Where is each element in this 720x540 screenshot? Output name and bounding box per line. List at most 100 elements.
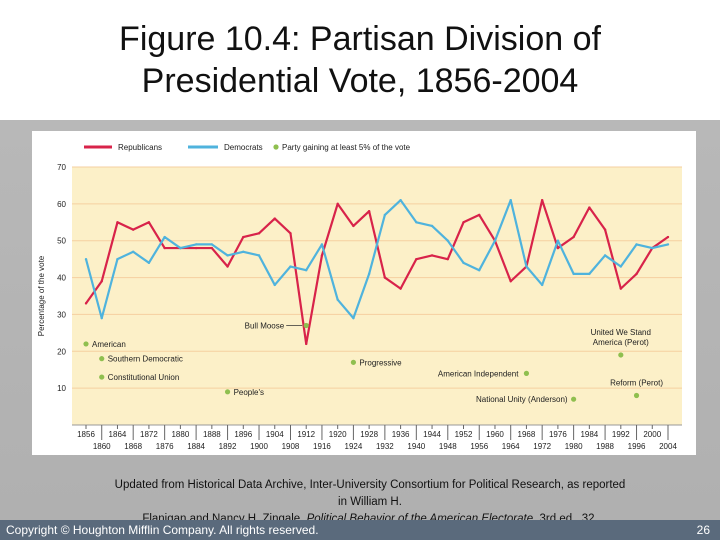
series-point-democrats: [383, 213, 387, 217]
x-tick-label-top: 1888: [203, 430, 221, 439]
x-tick-label-top: 1952: [455, 430, 473, 439]
series-point-democrats: [116, 257, 119, 261]
third-party-point: [99, 356, 105, 362]
x-tick-label-bottom: 1876: [156, 442, 174, 451]
series-point-democrats: [179, 246, 182, 250]
partisan-vote-chart: 10 20 30 40 50 60 70 Percentage of the vote 1856…: [37, 143, 682, 451]
x-tick-label-bottom: 1996: [628, 442, 646, 451]
x-tick-label-bottom: 1940: [407, 442, 425, 451]
x-tick-label-top: 1968: [518, 430, 536, 439]
third-party-point: [571, 396, 577, 402]
legend-swatch-third-party: [273, 144, 279, 150]
series-point-democrats: [399, 198, 402, 202]
y-tick-label: 10: [57, 384, 66, 393]
y-tick-label: 20: [57, 347, 66, 356]
x-axis-band: [72, 425, 682, 451]
third-party-label: American: [92, 340, 126, 349]
title-line-2: Presidential Vote, 1856-2004: [141, 62, 579, 100]
series-point-republicans: [147, 221, 151, 224]
series-point-democrats: [415, 221, 418, 224]
series-point-democrats: [540, 283, 544, 287]
y-tick-label: 50: [57, 237, 66, 246]
third-party-label: United We Stand America (Perot): [591, 328, 651, 347]
third-party-point: [618, 352, 624, 358]
x-tick-label-bottom: 2004: [659, 442, 677, 451]
third-party-label: Bull Moose: [245, 321, 285, 330]
title-line-1: Figure 10.4: Partisan Division of: [119, 20, 601, 58]
series-point-democrats: [572, 272, 575, 276]
series-point-democrats: [509, 198, 512, 202]
series-point-democrats: [666, 243, 670, 246]
series-point-republicans: [163, 246, 166, 250]
series-point-republicans: [572, 235, 575, 239]
slide-title: Figure 10.4: Partisan Division of Presid…: [40, 18, 680, 102]
series-point-democrats: [462, 261, 465, 265]
series-point-democrats: [478, 269, 481, 272]
third-party-point: [633, 392, 640, 399]
series-point-republicans: [305, 342, 308, 346]
series-point-republicans: [320, 254, 324, 257]
series-point-republicans: [352, 224, 355, 228]
series-point-democrats: [84, 257, 88, 261]
series-point-democrats: [352, 316, 355, 320]
legend-label-democrats: Democrats: [224, 143, 263, 152]
series-point-republicans: [509, 280, 512, 283]
series-point-republicans: [446, 257, 449, 261]
series-point-democrats: [446, 239, 449, 242]
series-point-republicans: [210, 246, 214, 250]
series-point-republicans: [242, 235, 245, 239]
series-point-republicans: [635, 272, 638, 276]
x-tick-label-top: 1880: [171, 430, 189, 439]
x-tick-label-bottom: 1948: [439, 442, 457, 451]
series-point-democrats: [336, 298, 339, 301]
x-tick-label-top: 1872: [140, 430, 158, 439]
series-point-democrats: [226, 254, 229, 257]
y-axis-label: Percentage of the vote: [37, 255, 46, 336]
page-number: 26: [696, 523, 710, 537]
series-point-republicans: [226, 265, 229, 268]
x-tick-label-top: 1904: [266, 430, 284, 439]
caption-line-1: Updated from Historical Data Archive, In…: [114, 479, 626, 508]
legend-label-third-party: Party gaining at least 5% of the vote: [282, 143, 411, 152]
x-tick-label-bottom: 1932: [376, 442, 394, 451]
series-point-republicans: [336, 202, 339, 206]
x-tick-label-bottom: 1884: [187, 442, 205, 451]
x-tick-label-top: 1992: [612, 430, 630, 439]
series-point-democrats: [588, 272, 591, 276]
third-party-label: Progressive: [359, 358, 402, 367]
legend-label-republicans: Republicans: [118, 143, 162, 152]
series-point-democrats: [430, 224, 434, 228]
x-tick-label-top: 1944: [423, 430, 441, 439]
x-tick-label-top: 1896: [234, 430, 252, 439]
series-point-republicans: [430, 254, 434, 257]
x-tick-label-bottom: 1972: [533, 442, 551, 451]
series-point-republicans: [273, 217, 276, 220]
third-party-point: [350, 359, 357, 365]
series-point-republicans: [100, 280, 103, 283]
series-point-republicans: [588, 206, 591, 209]
third-party-point: [83, 341, 89, 347]
series-line-democrats: [84, 199, 669, 320]
third-party-point: [303, 322, 309, 329]
x-tick-label-bottom: 1860: [93, 442, 111, 451]
series-point-republicans: [367, 210, 371, 213]
series-point-republicans: [194, 246, 198, 250]
x-tick-label-bottom: 1956: [470, 442, 488, 451]
series-point-democrats: [320, 243, 324, 246]
series-point-republicans: [462, 221, 465, 224]
series-point-democrats: [194, 243, 198, 246]
third-party-label: Constitutional Union: [108, 373, 180, 382]
y-tick-label: 30: [57, 310, 66, 319]
third-party-label: Reform (Perot): [610, 379, 663, 388]
series-point-republicans: [415, 257, 418, 261]
x-tick-label-top: 1920: [329, 430, 347, 439]
series-point-republicans: [603, 228, 607, 231]
series-point-republicans: [383, 276, 387, 279]
x-tick-label-top: 1912: [297, 430, 315, 439]
third-party-point: [99, 374, 105, 380]
series-point-democrats: [289, 265, 292, 268]
x-tick-label-bottom: 1924: [345, 442, 363, 451]
x-tick-label-top: 1928: [360, 430, 378, 439]
series-point-democrats: [305, 269, 308, 272]
series-point-republicans: [619, 287, 623, 290]
